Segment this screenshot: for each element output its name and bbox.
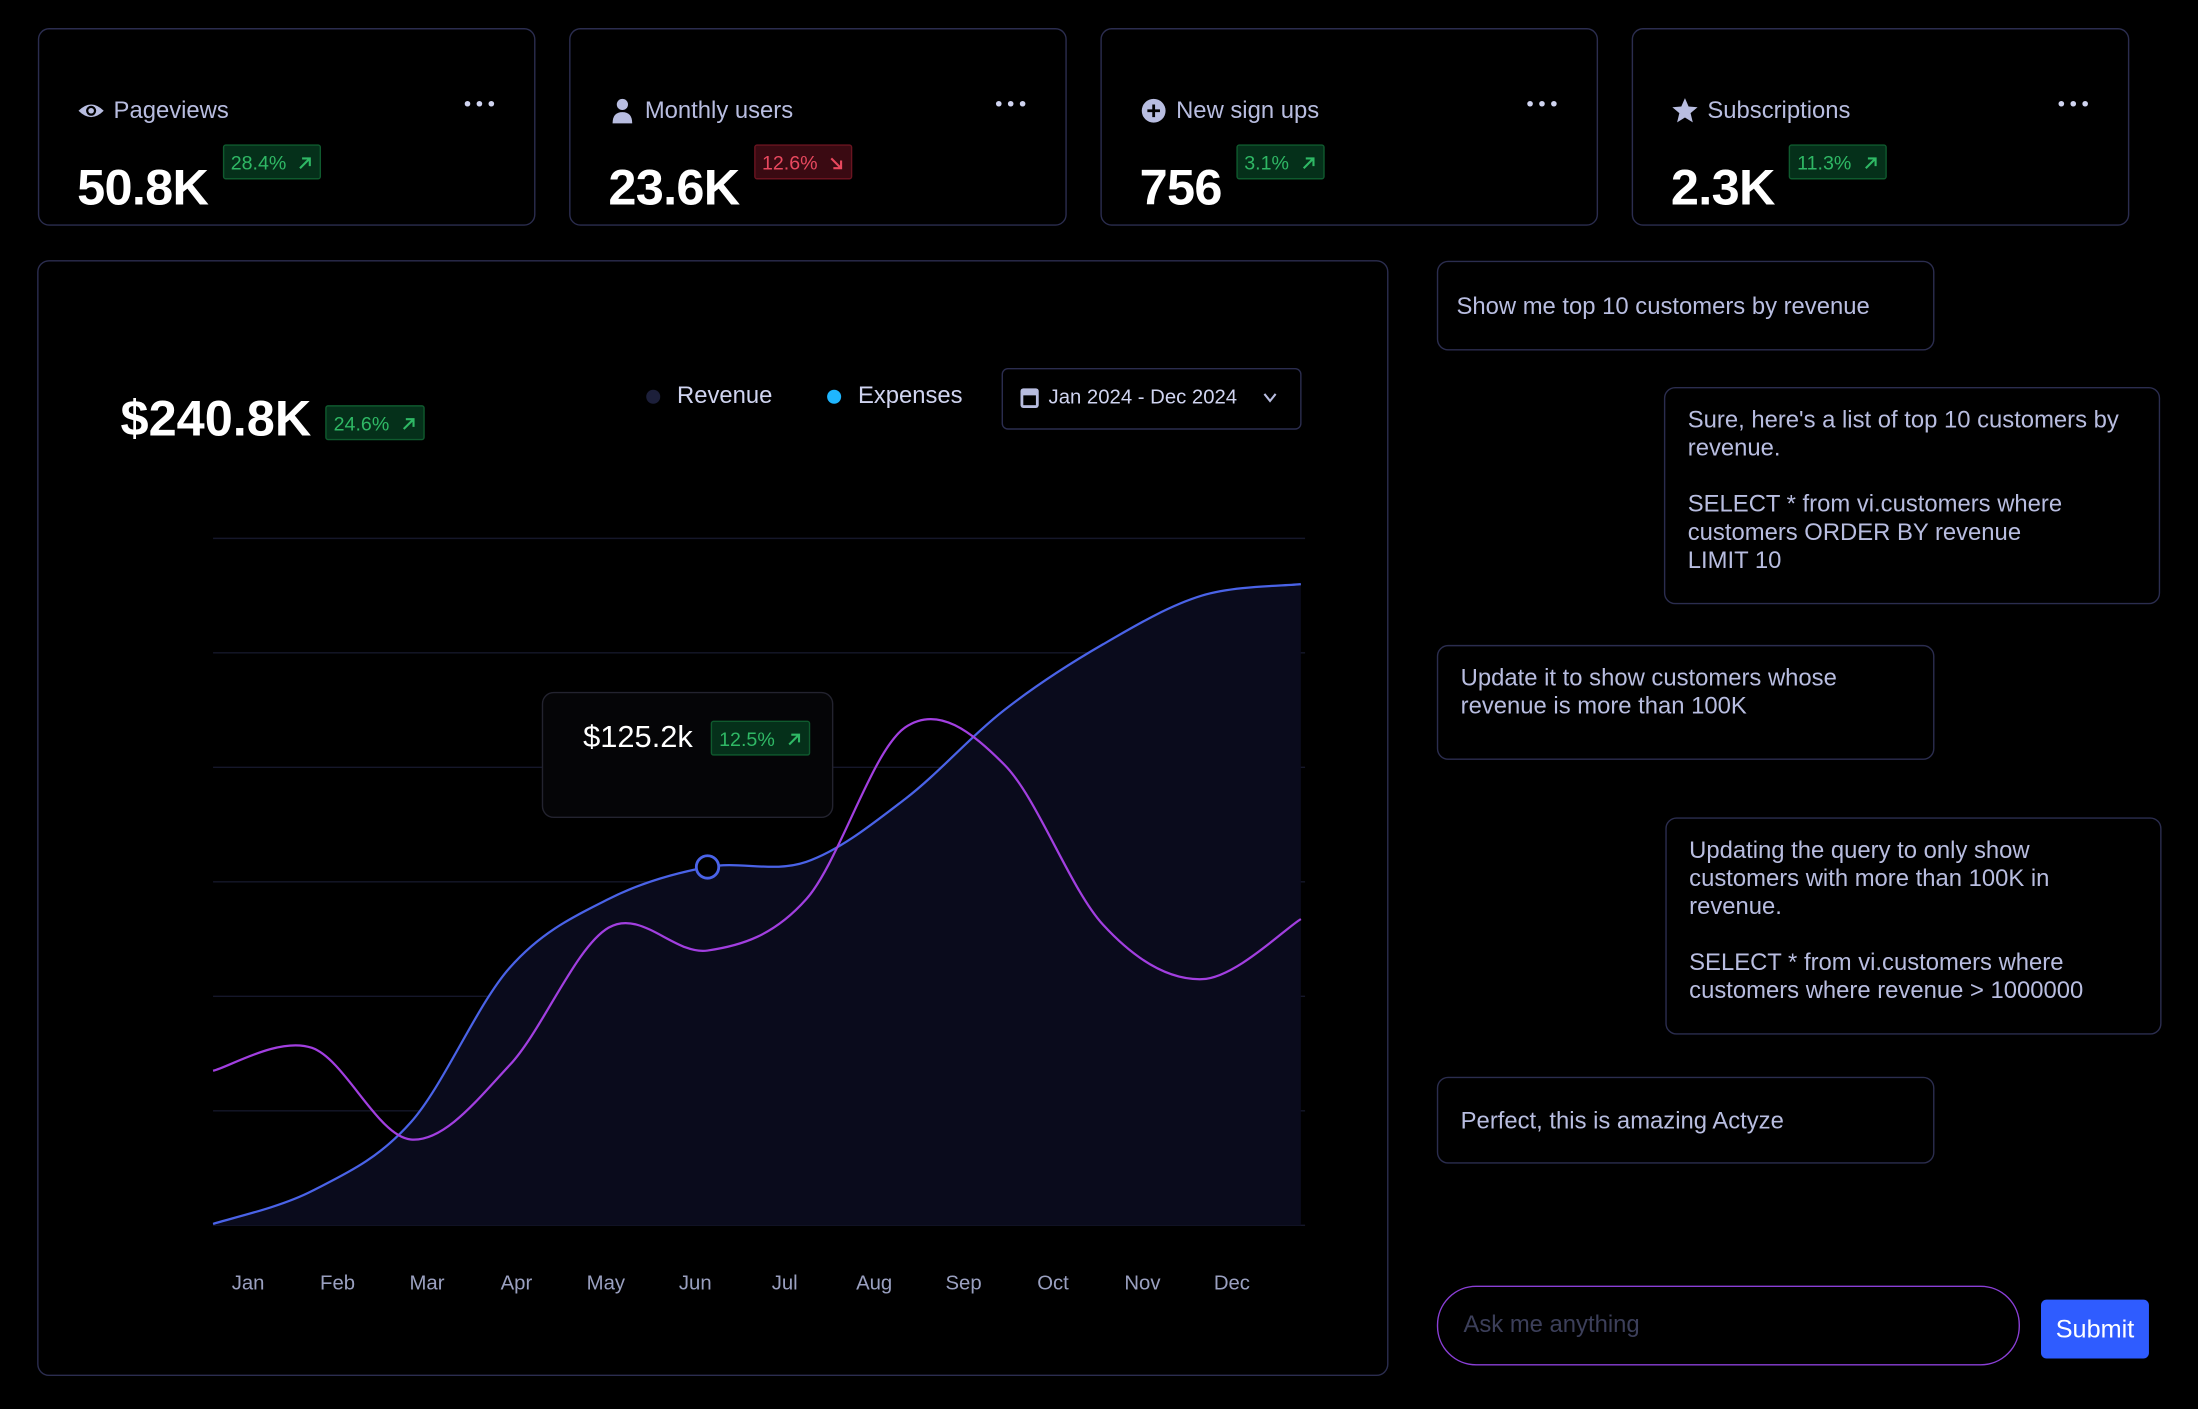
x-tick-label: Aug	[856, 1273, 892, 1295]
card-icon	[612, 98, 633, 124]
trend-arrow	[1302, 157, 1314, 169]
highlight-point	[694, 854, 721, 880]
message-text: Sure, here's a list of top 10 customers …	[1687, 406, 2119, 574]
x-tick-label: Mar	[409, 1273, 444, 1295]
change-badge: 12.6%	[753, 144, 853, 180]
card-title: Monthly users	[644, 96, 794, 124]
change-value: 24.6%	[333, 412, 390, 435]
more-menu[interactable]	[1527, 100, 1558, 108]
line	[212, 583, 1301, 1225]
card-value: 756	[1139, 158, 1223, 216]
user-message: Update it to show customers whose revenu…	[1436, 644, 1935, 760]
trend-arrow	[299, 157, 312, 169]
x-tick-label: Jul	[772, 1273, 798, 1295]
change-value: 3.1%	[1244, 151, 1289, 174]
x-tick-label: May	[587, 1273, 626, 1295]
change-badge: 12.5%	[710, 720, 810, 756]
card-value: 23.6K	[608, 158, 740, 216]
legend-label: Revenue	[677, 382, 772, 409]
x-tick-label: Sep	[946, 1273, 982, 1295]
message-text: Perfect, this is amazing Actyze	[1460, 1107, 1784, 1135]
message-text: Show me top 10 customers by revenue	[1456, 293, 1870, 320]
change-value: 12.6%	[761, 151, 818, 174]
message-text: Updating the query to only show customer…	[1689, 836, 2084, 1004]
more-menu[interactable]	[464, 100, 495, 108]
trend-arrow	[402, 418, 415, 430]
tooltip-value: $125.2k	[583, 719, 693, 754]
change-badge: 3.1%	[1235, 144, 1324, 180]
chart-title: $240.8K	[121, 389, 312, 446]
stat-card: Subscriptions 2.3K 11.3%	[1631, 28, 2130, 226]
chat-input[interactable]: Ask me anything	[1436, 1285, 2020, 1366]
change-value: 28.4%	[230, 151, 287, 174]
card-icon	[78, 104, 104, 118]
assistant-message: Updating the query to only show customer…	[1665, 817, 2162, 1035]
area	[213, 584, 1301, 1226]
assistant-message: Sure, here's a list of top 10 customers …	[1663, 386, 2161, 605]
change-badge: 24.6%	[325, 405, 425, 441]
card-title: Pageviews	[113, 96, 229, 124]
card-title: New sign ups	[1176, 96, 1320, 124]
change-value: 12.5%	[719, 727, 775, 751]
card-icon	[1141, 98, 1166, 123]
card-title: Subscriptions	[1707, 96, 1851, 124]
date-picker[interactable]	[1001, 368, 1302, 430]
submit-button[interactable]: Submit	[2041, 1299, 2149, 1359]
x-tick-label: Jan	[232, 1273, 265, 1295]
card-value: 2.3K	[1670, 158, 1775, 216]
change-badge: 28.4%	[222, 144, 322, 180]
more-menu[interactable]	[2058, 100, 2089, 108]
calendar-icon	[1020, 388, 1039, 408]
legend-dot	[646, 389, 661, 404]
x-tick-label: Jun	[679, 1273, 712, 1295]
chevron	[1263, 393, 1277, 403]
user-message: Perfect, this is amazing Actyze	[1436, 1076, 1935, 1164]
chart: $240.8K Jan 2024 - Dec 2024 Revenue Expen…	[37, 260, 1389, 1377]
line	[212, 717, 1302, 1141]
legend-dot	[827, 389, 842, 404]
change-value: 11.3%	[1797, 151, 1852, 174]
trend-arrow	[788, 733, 800, 746]
user-message: Show me top 10 customers by revenue	[1436, 260, 1935, 351]
trend-arrow	[1864, 157, 1877, 169]
trend-arrow	[830, 157, 843, 170]
x-tick-label: Oct	[1037, 1273, 1069, 1295]
more-menu[interactable]	[995, 100, 1026, 108]
x-tick-label: Nov	[1124, 1273, 1161, 1295]
card-value: 50.8K	[77, 158, 209, 216]
stat-card: Pageviews 50.8K 28.4%	[37, 28, 536, 226]
stat-card: Monthly users 23.6K 12.6%	[569, 28, 1067, 226]
change-badge: 11.3%	[1788, 144, 1887, 180]
x-tick-label: Dec	[1214, 1273, 1250, 1295]
x-tick-label: Feb	[320, 1273, 355, 1295]
card-icon	[1672, 98, 1698, 123]
stat-card: New sign ups 756 3.1%	[1100, 28, 1599, 226]
x-tick-label: Apr	[501, 1273, 533, 1295]
message-text: Update it to show customers whose revenu…	[1460, 664, 1837, 720]
legend-label: Expenses	[858, 382, 963, 409]
date-range[interactable]: Jan 2024 - Dec 2024	[1049, 387, 1238, 409]
chart-panel	[37, 260, 1389, 1377]
